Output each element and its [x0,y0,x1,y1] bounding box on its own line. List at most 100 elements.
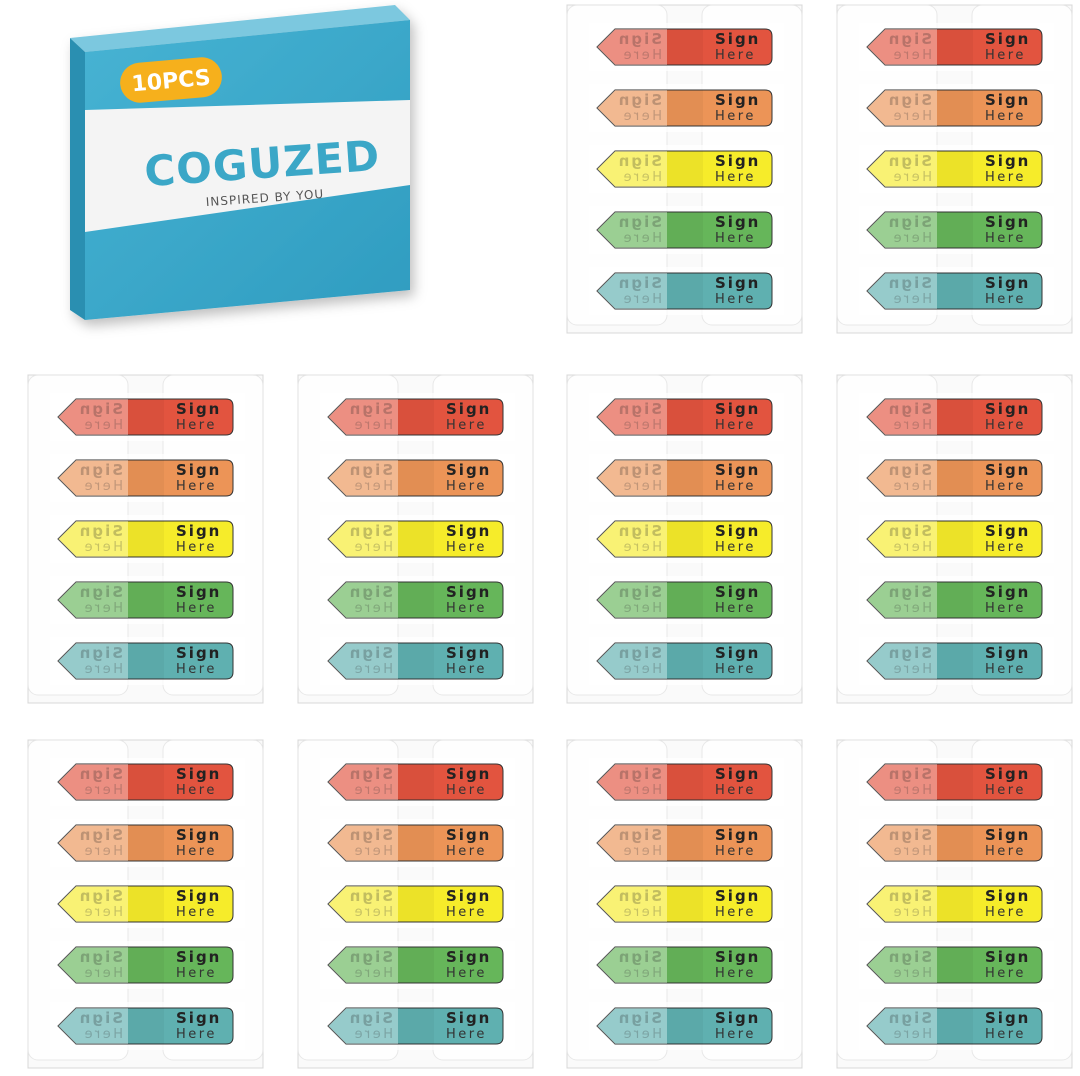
tab-text-mirrored: Sign [887,948,932,966]
tab-text: Sign [176,400,221,418]
tab-shade [667,521,703,557]
tab-text: Here [176,418,217,433]
tab-text: Sign [985,1009,1030,1027]
tab-text: Here [715,479,756,494]
tab-text-mirrored: Sign [348,522,393,540]
tab-light-end [597,521,667,557]
tab-text: Sign [715,213,760,231]
tab-text: Sign [715,583,760,601]
tab-shape [596,150,773,188]
tab-pack: SignHereSignHereSignHereSignHereSignHere… [297,374,534,704]
tab-text: Here [446,601,487,616]
tab-light-end [867,273,937,309]
tab-text-mirrored: Sign [617,91,662,109]
tab-text: Sign [176,1009,221,1027]
tab-text-mirrored: Sign [887,887,932,905]
tab-text-mirrored: Here [82,479,123,494]
tab-shape [596,824,773,862]
tab-text-mirrored: Sign [887,1009,932,1027]
tab-shape [596,89,773,127]
tab-text-mirrored: Sign [887,91,932,109]
tab-text: Here [176,966,217,981]
tab-text-mirrored: Here [82,662,123,677]
tab-shade [128,399,164,435]
tab-text: Here [176,479,217,494]
tab-light-end [597,947,667,983]
tab-text-mirrored: Here [621,170,662,185]
tab-text: Here [176,844,217,859]
tab-text: Here [715,418,756,433]
tab-text-mirrored: Here [621,109,662,124]
tab-light-end [328,582,398,618]
box-top [70,5,410,52]
tab-shape [596,885,773,923]
tab-text: Here [985,844,1026,859]
tab-shade [398,886,434,922]
tab-light-end [328,764,398,800]
tab-light-end [867,886,937,922]
tab-light-end [328,521,398,557]
tab-shade [128,947,164,983]
tab-light-end [58,886,128,922]
tab-shade [937,886,973,922]
tab-light-end [597,212,667,248]
tab-text-mirrored: Here [621,783,662,798]
tab-text: Sign [985,152,1030,170]
tab-text: Sign [446,400,491,418]
tab-text-mirrored: Sign [617,583,662,601]
tab-light-end [58,521,128,557]
tab-text-mirrored: Sign [348,1009,393,1027]
tab-shape [327,824,504,862]
tab-text: Here [985,540,1026,555]
tab-text-mirrored: Here [891,479,932,494]
tab-light-end [867,947,937,983]
tab-text: Sign [985,583,1030,601]
tab-shape [866,946,1043,984]
tab-shade [667,399,703,435]
tab-shape [57,398,234,436]
tab-light-end [328,886,398,922]
tab-text: Here [715,662,756,677]
tab-text-mirrored: Sign [348,765,393,783]
tab-shape [596,763,773,801]
tab-pack: SignHereSignHereSignHereSignHereSignHere… [297,739,534,1069]
tab-shape [596,28,773,66]
tab-text: Sign [715,826,760,844]
tab-pack: SignHereSignHereSignHereSignHereSignHere… [27,374,264,704]
tab-shape [866,150,1043,188]
tab-text: Here [715,844,756,859]
tab-pack: SignHereSignHereSignHereSignHereSignHere… [566,374,803,704]
tab-shape [57,459,234,497]
tab-text: Here [715,966,756,981]
tab-text: Sign [446,887,491,905]
tab-text: Here [446,905,487,920]
tab-shape [866,824,1043,862]
